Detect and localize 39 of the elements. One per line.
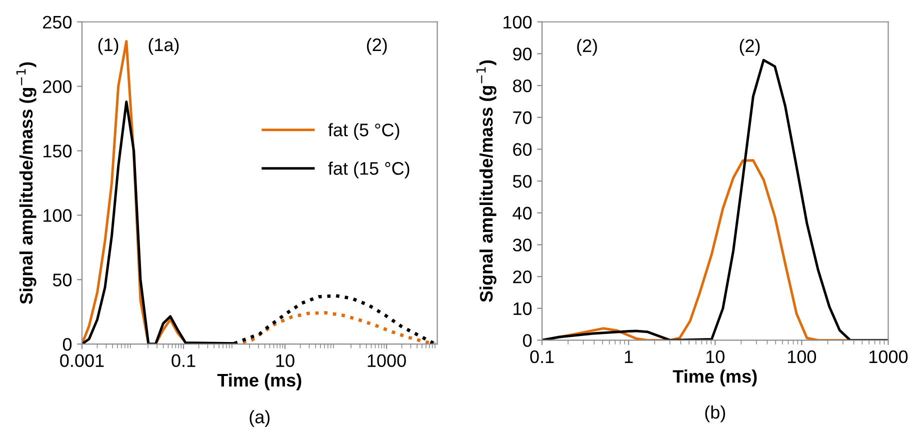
x-axis-title: Time (ms)	[672, 370, 757, 386]
y-tick-label: 40	[512, 206, 532, 220]
x-tick-label: 0.1	[172, 354, 196, 368]
x-tick-label: 1000	[870, 350, 908, 364]
y-tick-label: 70	[513, 111, 532, 124]
x-tick-label: 0.001	[60, 354, 104, 368]
y-tick-label: 150	[44, 144, 72, 158]
x-tick-label: 0.1	[530, 350, 554, 364]
y-tick-label: 250	[43, 16, 72, 29]
y-tick-label: 90	[513, 48, 532, 60]
x-tick-label: 10	[276, 354, 294, 368]
y-tick-label: 0	[62, 338, 72, 351]
y-tick-label: 20	[513, 270, 532, 284]
text: (a)	[250, 410, 270, 427]
x-tick-label: 100	[788, 350, 816, 364]
annotation: (2)	[577, 38, 597, 56]
y-tick-label: 0	[522, 334, 532, 347]
y-tick-label: 50	[52, 274, 72, 286]
annotation: (1a)	[148, 38, 179, 55]
x-tick-label: 1	[624, 350, 633, 364]
annotation: (2)	[366, 38, 387, 55]
y-tick-label: 50	[512, 174, 532, 188]
y-tick-label: 10	[514, 302, 532, 316]
y-tick-label: 60	[513, 143, 532, 156]
annotation: (2)	[740, 38, 760, 56]
y-tick-label: 100	[44, 209, 72, 222]
x-axis-title: Time (ms)	[217, 373, 302, 390]
x-tick-label: 1000	[368, 354, 406, 368]
y-axis-title: Signal amplitude/mass (g$^{−1}$)	[476, 60, 496, 302]
y-tick-label: 200	[43, 80, 72, 94]
y-tick-label: 80	[513, 79, 532, 92]
legend-label: fat (15 °C)	[328, 162, 410, 178]
y-tick-label: 100	[504, 16, 532, 29]
annotation: (1)	[98, 38, 118, 55]
x-tick-label: 10	[706, 350, 724, 364]
y-tick-label: 30	[512, 238, 532, 252]
y-axis-title: Signal amplitude/mass (g$^{−1}$)	[16, 62, 36, 304]
text: (b)	[705, 405, 726, 422]
legend-label: fat (5 °C)	[328, 123, 400, 140]
